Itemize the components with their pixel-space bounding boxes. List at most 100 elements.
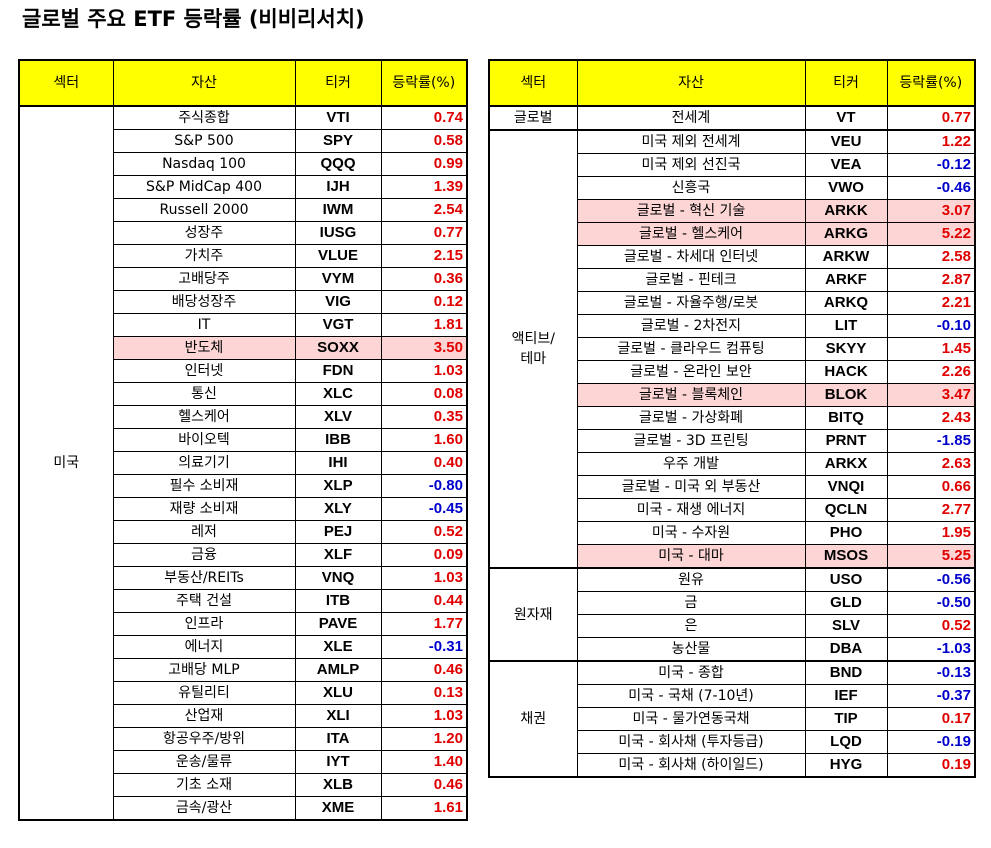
change-cell: -0.19: [886, 730, 976, 754]
ticker-cell: SPY: [294, 129, 382, 153]
table-row: 운송/물류 IYT 1.40: [19, 750, 468, 774]
change-cell: 1.77: [380, 612, 468, 636]
asset-cell: 글로벌 - 헬스케어: [576, 222, 806, 246]
ticker-cell: AMLP: [294, 658, 382, 682]
asset-cell: 농산물: [576, 637, 806, 662]
us-etf-table: 섹터 자산 티커 등락률(%) 미국 주식종합 VTI 0.74 S&P 500 SPY 0…: [18, 59, 468, 821]
table-row: 은 SLV 0.52: [489, 614, 976, 638]
asset-cell: 미국 - 종합: [576, 660, 806, 685]
ticker-cell: TIP: [804, 707, 888, 731]
change-cell: 1.40: [380, 750, 468, 774]
asset-cell: 인프라: [112, 612, 296, 636]
ticker-cell: HACK: [804, 360, 888, 384]
change-cell: 0.99: [380, 152, 468, 176]
change-cell: 2.58: [886, 245, 976, 269]
asset-cell: 유틸리티: [112, 681, 296, 705]
asset-cell: Russell 2000: [112, 198, 296, 222]
table-row: 유틸리티 XLU 0.13: [19, 681, 468, 705]
table-row: IT VGT 1.81: [19, 313, 468, 337]
asset-cell: 글로벌 - 차세대 인터넷: [576, 245, 806, 269]
asset-cell: 미국 - 회사채 (투자등급): [576, 730, 806, 754]
change-cell: 0.52: [886, 614, 976, 638]
ticker-cell: PAVE: [294, 612, 382, 636]
change-cell: -1.03: [886, 637, 976, 662]
ticker-cell: ITB: [294, 589, 382, 613]
ticker-cell: IEF: [804, 684, 888, 708]
change-cell: -0.45: [380, 497, 468, 521]
ticker-cell: SKYY: [804, 337, 888, 361]
table-row: 고배당주 VYM 0.36: [19, 267, 468, 291]
page-title: 글로벌 주요 ETF 등락률 (비비리서치): [22, 7, 365, 31]
asset-cell: 글로벌 - 혁신 기술: [576, 199, 806, 223]
change-cell: 2.21: [886, 291, 976, 315]
ticker-cell: ARKG: [804, 222, 888, 246]
change-cell: 3.07: [886, 199, 976, 223]
ticker-cell: VYM: [294, 267, 382, 291]
ticker-cell: BND: [804, 660, 888, 685]
ticker-cell: ARKW: [804, 245, 888, 269]
table-row: 글로벌 - 핀테크 ARKF 2.87: [489, 268, 976, 292]
asset-cell: 가치주: [112, 244, 296, 268]
table-row: 필수 소비재 XLP -0.80: [19, 474, 468, 498]
table-row: 부동산/REITs VNQ 1.03: [19, 566, 468, 590]
ticker-cell: QCLN: [804, 498, 888, 522]
ticker-cell: QQQ: [294, 152, 382, 176]
global-etf-table: 섹터 자산 티커 등락률(%) 글로벌 전세계 VT 0.77 액티브/ 테마 미국 제외…: [488, 59, 976, 778]
asset-cell: 글로벌 - 클라우드 컴퓨팅: [576, 337, 806, 361]
change-cell: 1.03: [380, 704, 468, 728]
ticker-cell: XLF: [294, 543, 382, 567]
table-row: 글로벌 - 혁신 기술 ARKK 3.07: [489, 199, 976, 223]
change-cell: 2.43: [886, 406, 976, 430]
ticker-cell: IHI: [294, 451, 382, 475]
change-cell: -0.13: [886, 660, 976, 685]
table-row: 글로벌 - 2차전지 LIT -0.10: [489, 314, 976, 338]
table-row: 미국 - 회사채 (투자등급) LQD -0.19: [489, 730, 976, 754]
change-cell: 2.26: [886, 360, 976, 384]
asset-cell: 에너지: [112, 635, 296, 659]
asset-cell: 미국 - 국채 (7-10년): [576, 684, 806, 708]
change-cell: 1.81: [380, 313, 468, 337]
table-row: 미국 - 물가연동국채 TIP 0.17: [489, 707, 976, 731]
sector-cell: 미국: [18, 105, 114, 821]
change-cell: 0.66: [886, 475, 976, 499]
asset-cell: 금속/광산: [112, 796, 296, 821]
ticker-cell: XLV: [294, 405, 382, 429]
table-row: 우주 개발 ARKX 2.63: [489, 452, 976, 476]
asset-cell: 글로벌 - 2차전지: [576, 314, 806, 338]
asset-cell: 재량 소비재: [112, 497, 296, 521]
asset-cell: 반도체: [112, 336, 296, 360]
ticker-cell: SLV: [804, 614, 888, 638]
asset-cell: 필수 소비재: [112, 474, 296, 498]
ticker-cell: DBA: [804, 637, 888, 662]
asset-cell: 헬스케어: [112, 405, 296, 429]
ticker-cell: SOXX: [294, 336, 382, 360]
asset-cell: 글로벌 - 핀테크: [576, 268, 806, 292]
ticker-cell: USO: [804, 567, 888, 592]
change-cell: 1.03: [380, 566, 468, 590]
ticker-cell: PRNT: [804, 429, 888, 453]
sector-cell: 글로벌: [488, 105, 578, 131]
change-cell: 1.20: [380, 727, 468, 751]
change-cell: 0.74: [380, 105, 468, 130]
table-row: 금융 XLF 0.09: [19, 543, 468, 567]
asset-cell: 우주 개발: [576, 452, 806, 476]
table-row: 미국 - 국채 (7-10년) IEF -0.37: [489, 684, 976, 708]
asset-cell: 신흥국: [576, 176, 806, 200]
table-row: 채권 미국 - 종합 BND -0.13: [488, 660, 976, 778]
asset-cell: S&P MidCap 400: [112, 175, 296, 199]
table-row: S&P 500 SPY 0.58: [19, 129, 468, 153]
asset-cell: 성장주: [112, 221, 296, 245]
table-row: 액티브/ 테마 미국 제외 전세계 VEU 1.22: [488, 129, 976, 569]
change-cell: 0.35: [380, 405, 468, 429]
ticker-cell: VGT: [294, 313, 382, 337]
change-cell: 2.15: [380, 244, 468, 268]
asset-cell: 미국 - 대마: [576, 544, 806, 569]
asset-cell: 미국 - 수자원: [576, 521, 806, 545]
ticker-cell: VTI: [294, 105, 382, 130]
sector-cell: 액티브/ 테마: [488, 129, 578, 569]
change-cell: 1.95: [886, 521, 976, 545]
asset-cell: 부동산/REITs: [112, 566, 296, 590]
change-cell: -0.37: [886, 684, 976, 708]
change-cell: 3.50: [380, 336, 468, 360]
table-row: 글로벌 - 자율주행/로봇 ARKQ 2.21: [489, 291, 976, 315]
